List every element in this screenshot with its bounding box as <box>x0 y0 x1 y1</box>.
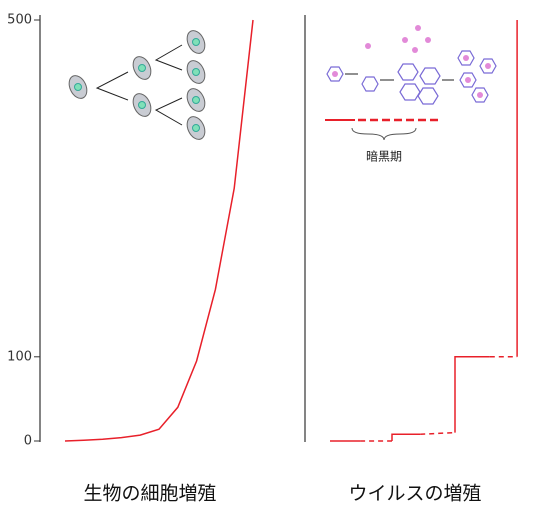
x-axis-label: 生物の細胞増殖 <box>83 483 216 505</box>
y-tick-label: 0 <box>24 434 32 449</box>
y-tick-label: 500 <box>7 13 32 28</box>
data-line <box>65 20 253 441</box>
chart: 暗黒期 0 100 500 生物の細胞増殖 ウイルスの増殖 <box>0 0 541 512</box>
data-line <box>330 20 517 441</box>
virus-diagram <box>325 25 496 140</box>
annotation: 暗黒期 <box>366 149 402 164</box>
data-line <box>360 357 517 441</box>
y-tick-label: 100 <box>7 349 32 364</box>
x-axis-label: ウイルスの増殖 <box>348 483 481 505</box>
cell-diagram <box>66 28 209 143</box>
